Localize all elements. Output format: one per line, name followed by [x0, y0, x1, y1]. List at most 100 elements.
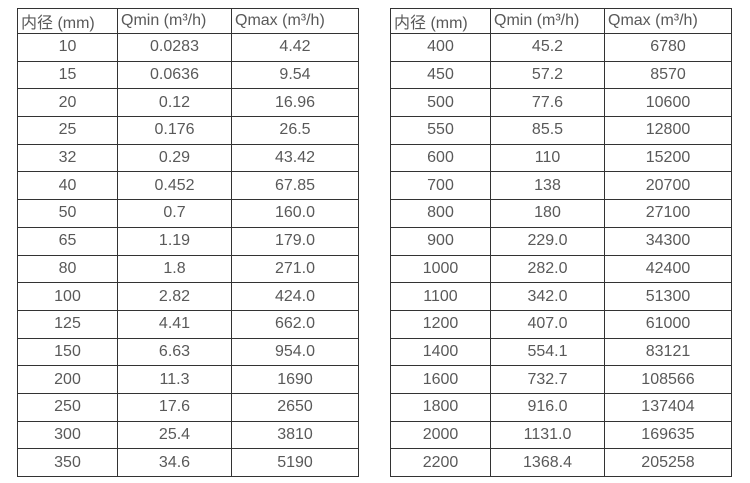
table-cell: 9.54: [231, 60, 359, 90]
table-row: 350 34.6 5190: [17, 448, 359, 477]
table-cell: 1800: [390, 392, 491, 422]
table-cell: 12800: [604, 116, 732, 145]
table-cell: 600: [390, 143, 491, 173]
table-cell: 250: [17, 392, 118, 422]
table-row: 40 0.452 67.85: [17, 171, 359, 201]
table-row: 1400 554.1 83121: [390, 337, 732, 367]
table-cell: 1000: [390, 254, 491, 284]
table-cell: 1.8: [117, 254, 232, 284]
table-cell: 2000: [390, 420, 491, 450]
table-cell: 550: [390, 116, 491, 145]
table-cell: 732.7: [490, 365, 605, 394]
table-row: 125 4.41 662.0: [17, 309, 359, 339]
table-cell: 100: [17, 282, 118, 311]
table-cell: 6780: [604, 33, 732, 62]
table-cell: 27100: [604, 199, 732, 228]
table-cell: 85.5: [490, 116, 605, 145]
table-cell: 15200: [604, 143, 732, 173]
table-cell: 15: [17, 60, 118, 90]
table-row: 700 138 20700: [390, 171, 732, 201]
table-cell: 50: [17, 199, 118, 228]
header-inner-diameter: 内径 (mm): [390, 8, 491, 34]
header-qmax: Qmax (m³/h): [231, 8, 359, 34]
table-cell: 16.96: [231, 88, 359, 118]
header-row: 内径 (mm) Qmin (m³/h) Qmax (m³/h): [390, 8, 732, 34]
table-cell: 45.2: [490, 33, 605, 62]
table-cell: 1.19: [117, 226, 232, 256]
table-cell: 1690: [231, 365, 359, 394]
table-row: 2000 1131.0 169635: [390, 420, 732, 450]
table-row: 1200 407.0 61000: [390, 309, 732, 339]
table-row: 1000 282.0 42400: [390, 254, 732, 284]
header-inner-diameter: 内径 (mm): [17, 8, 118, 34]
table-cell: 11.3: [117, 365, 232, 394]
table-cell: 169635: [604, 420, 732, 450]
table-cell: 200: [17, 365, 118, 394]
table-cell: 61000: [604, 309, 732, 339]
table-cell: 83121: [604, 337, 732, 367]
table-cell: 8570: [604, 60, 732, 90]
table-cell: 4.42: [231, 33, 359, 62]
table-row: 900 229.0 34300: [390, 226, 732, 256]
table-cell: 5190: [231, 448, 359, 477]
flow-table-large-diameters: 内径 (mm) Qmin (m³/h) Qmax (m³/h) 400 45.2 6…: [390, 8, 732, 477]
table-cell: 900: [390, 226, 491, 256]
table-cell: 180: [490, 199, 605, 228]
table-row: 1800 916.0 137404: [390, 392, 732, 422]
table-row: 300 25.4 3810: [17, 420, 359, 450]
table-cell: 500: [390, 88, 491, 118]
table-cell: 10600: [604, 88, 732, 118]
header-row: 内径 (mm) Qmin (m³/h) Qmax (m³/h): [17, 8, 359, 34]
table-cell: 916.0: [490, 392, 605, 422]
table-cell: 271.0: [231, 254, 359, 284]
table-cell: 80: [17, 254, 118, 284]
table-row: 1600 732.7 108566: [390, 365, 732, 394]
table-cell: 4.41: [117, 309, 232, 339]
table-cell: 700: [390, 171, 491, 201]
table-cell: 0.0636: [117, 60, 232, 90]
table-cell: 2200: [390, 448, 491, 477]
table-body: 400 45.2 6780 450 57.2 8570 500 77.6 10600 550 85.…: [390, 33, 732, 477]
table-cell: 34.6: [117, 448, 232, 477]
table-cell: 1100: [390, 282, 491, 311]
table-cell: 342.0: [490, 282, 605, 311]
header-qmin: Qmin (m³/h): [490, 8, 605, 34]
table-cell: 40: [17, 171, 118, 201]
table-cell: 450: [390, 60, 491, 90]
table-row: 250 17.6 2650: [17, 392, 359, 422]
table-cell: 800: [390, 199, 491, 228]
table-cell: 34300: [604, 226, 732, 256]
table-row: 65 1.19 179.0: [17, 226, 359, 256]
table-row: 400 45.2 6780: [390, 33, 732, 62]
table-row: 550 85.5 12800: [390, 116, 732, 145]
table-cell: 20: [17, 88, 118, 118]
table-row: 450 57.2 8570: [390, 60, 732, 90]
table-row: 2200 1368.4 205258: [390, 448, 732, 477]
table-cell: 554.1: [490, 337, 605, 367]
table-row: 25 0.176 26.5: [17, 116, 359, 145]
table-row: 15 0.0636 9.54: [17, 60, 359, 90]
table-cell: 125: [17, 309, 118, 339]
table-cell: 137404: [604, 392, 732, 422]
table-cell: 6.63: [117, 337, 232, 367]
table-cell: 300: [17, 420, 118, 450]
table-cell: 10: [17, 33, 118, 62]
table-row: 200 11.3 1690: [17, 365, 359, 394]
table-cell: 0.176: [117, 116, 232, 145]
table-cell: 138: [490, 171, 605, 201]
table-row: 1100 342.0 51300: [390, 282, 732, 311]
table-row: 50 0.7 160.0: [17, 199, 359, 228]
table-cell: 160.0: [231, 199, 359, 228]
header-qmax: Qmax (m³/h): [604, 8, 732, 34]
table-cell: 350: [17, 448, 118, 477]
table-row: 150 6.63 954.0: [17, 337, 359, 367]
table-row: 800 180 27100: [390, 199, 732, 228]
table-cell: 25.4: [117, 420, 232, 450]
table-row: 32 0.29 43.42: [17, 143, 359, 173]
table-cell: 3810: [231, 420, 359, 450]
table-cell: 424.0: [231, 282, 359, 311]
table-cell: 2.82: [117, 282, 232, 311]
flow-table-small-diameters: 内径 (mm) Qmin (m³/h) Qmax (m³/h) 10 0.0283…: [17, 8, 359, 477]
table-row: 100 2.82 424.0: [17, 282, 359, 311]
